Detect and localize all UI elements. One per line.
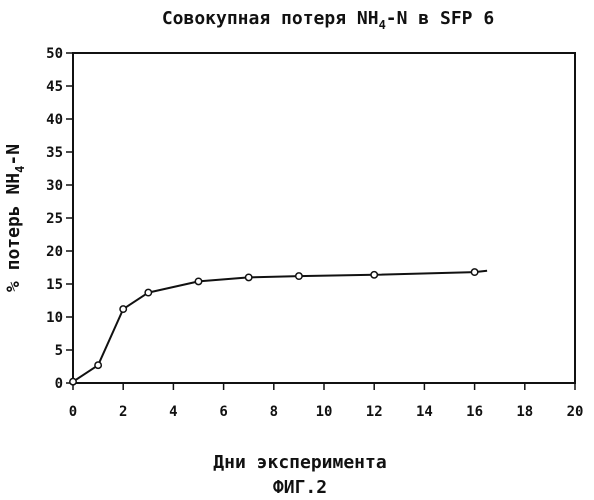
data-point (371, 272, 377, 278)
y-tick-label: 30 (46, 178, 63, 194)
data-point (246, 274, 252, 280)
data-point (296, 273, 302, 279)
y-axis-label-suffix: -N (3, 144, 24, 166)
x-tick-label: 8 (270, 404, 278, 420)
series-line (73, 271, 487, 382)
series-layer (70, 269, 487, 385)
y-tick-label: 40 (46, 112, 63, 128)
x-tick-label: 12 (366, 404, 383, 420)
chart-title: Совокупная потеря NH4-N в SFP 6 (162, 8, 494, 32)
x-tick-label: 14 (416, 404, 433, 420)
chart-title-suffix: -N в SFP 6 (386, 8, 494, 29)
y-tick-label: 0 (55, 376, 63, 392)
x-tick-label: 0 (69, 404, 77, 420)
x-tick-label: 16 (466, 404, 483, 420)
y-axis-ticks: 0 5 10 15 20 25 30 35 40 45 50 (46, 46, 73, 392)
y-axis-label-prefix: % потерь NH (3, 173, 24, 292)
x-tick-label: 20 (567, 404, 584, 420)
data-point (95, 362, 101, 368)
x-tick-label: 2 (119, 404, 127, 420)
y-tick-label: 20 (46, 244, 63, 260)
y-tick-label: 5 (55, 343, 63, 359)
y-tick-label: 45 (46, 79, 63, 95)
x-tick-label: 10 (316, 404, 333, 420)
data-point (471, 269, 477, 275)
x-tick-label: 18 (516, 404, 533, 420)
data-point (120, 306, 126, 312)
y-tick-label: 50 (46, 46, 63, 62)
y-tick-label: 15 (46, 277, 63, 293)
x-axis-ticks: 0 2 4 6 8 10 12 14 16 18 20 (69, 383, 584, 420)
y-tick-label: 10 (46, 310, 63, 326)
y-axis-label-subscript: 4 (13, 166, 27, 173)
data-point (145, 289, 151, 295)
chart-title-prefix: Совокупная потеря NH (162, 8, 379, 29)
chart-title-subscript: 4 (379, 18, 386, 32)
data-point (195, 278, 201, 284)
x-tick-label: 4 (169, 404, 177, 420)
y-axis-label: % потерь NH4-N (3, 144, 27, 292)
x-axis-label: Дни эксперимента (213, 452, 386, 473)
y-tick-label: 25 (46, 211, 63, 227)
x-tick-label: 6 (219, 404, 227, 420)
y-tick-label: 35 (46, 145, 63, 161)
data-point (70, 379, 76, 385)
plot-frame (73, 53, 575, 383)
figure-caption: ФИГ.2 (273, 477, 327, 498)
